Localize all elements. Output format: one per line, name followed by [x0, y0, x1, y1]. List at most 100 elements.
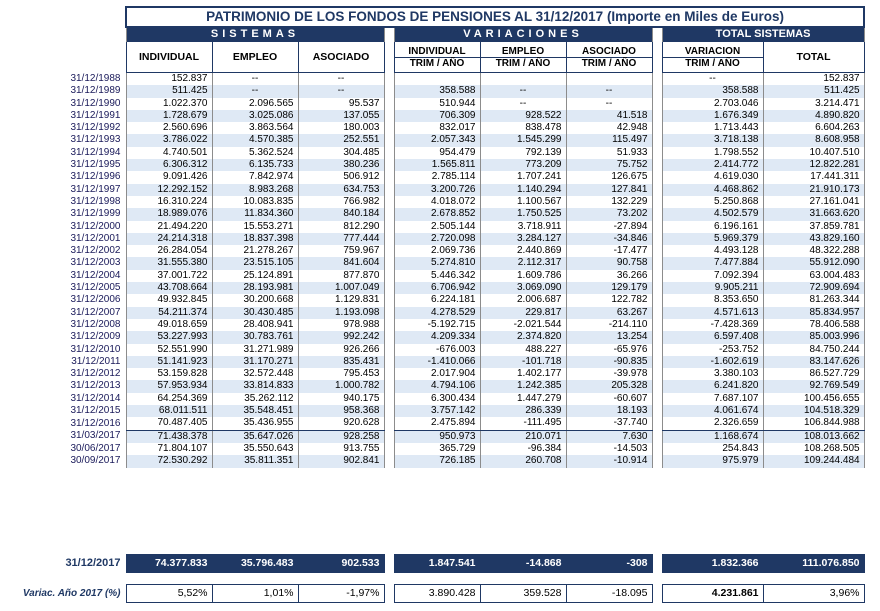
table-cell: 15.553.271	[211, 220, 299, 233]
table-cell: -90.835	[565, 355, 653, 369]
table-cell: 6.300.434	[393, 392, 481, 406]
row-date: 31/12/2010	[70, 343, 121, 355]
table-row: 31/12/2003 31.555.380 23.515.105 841.604 5.2…	[0, 257, 865, 270]
table-cell: --	[565, 97, 653, 110]
column-gap	[652, 184, 662, 196]
table-cell: -34.846	[565, 232, 653, 246]
table-row: 31/12/1994 4.740.501 5.362.524 304.485 954.4…	[0, 146, 865, 160]
table-cell: 1.129.831	[297, 294, 385, 307]
table-cell: 510.944	[393, 97, 481, 110]
table-cell: 229.817	[479, 306, 567, 319]
table-cell: -1.602.619	[661, 355, 764, 369]
table-cell: 30.200.668	[211, 294, 299, 307]
table-cell: 992.242	[297, 331, 385, 344]
final-row-table: 31/12/2017 74.377.833 35.796.483 902.533 1.8…	[0, 554, 865, 573]
table-cell: 129.179	[565, 282, 653, 295]
table-cell: 928.522	[479, 109, 567, 123]
table-cell: 832.017	[393, 122, 481, 135]
table-cell: 86.527.729	[762, 368, 865, 381]
table-cell: --	[479, 85, 567, 98]
row-date: 31/12/1990	[70, 97, 121, 109]
table-row: 31/12/1995 6.306.312 6.135.733 380.236 1.565…	[0, 159, 865, 172]
table-row: 31/12/1997 12.292.152 8.983.268 634.753 3.20…	[0, 183, 865, 196]
row-date: 31/12/1998	[70, 195, 121, 207]
table-cell: 766.982	[297, 195, 385, 209]
table-cell: -676.003	[393, 343, 481, 356]
table-cell: 30.430.485	[211, 306, 299, 319]
table-cell: 359.528	[479, 584, 567, 603]
table-cell: 35.811.351	[211, 455, 299, 468]
row-date: 31/12/2012	[70, 368, 121, 380]
table-cell: -308	[565, 554, 653, 573]
table-cell: 68.011.511	[125, 405, 213, 418]
table-cell: 902.841	[297, 455, 385, 468]
table-cell: 4.890.820	[762, 109, 865, 123]
table-row: 31/12/1992 2.560.696 3.863.564 180.003 832.0…	[0, 122, 865, 135]
table-cell: 4.493.128	[661, 245, 764, 258]
table-cell: 33.814.833	[211, 380, 299, 393]
table-cell: 41.518	[565, 109, 653, 123]
table-row: 31/12/1999 18.989.076 11.834.360 840.184 2.6…	[0, 208, 865, 221]
column-gap	[652, 233, 662, 245]
table-cell: 1.707.241	[479, 171, 567, 184]
table-row: 31/12/2012 53.159.828 32.572.448 795.453 2.0…	[0, 368, 865, 381]
table-cell: 1,01%	[211, 584, 299, 603]
table-cell: 841.604	[297, 257, 385, 270]
table-row: 31/12/1989 511.425 -- -- 358.588 -- -- 358.588 5…	[0, 85, 865, 98]
table-cell: 3.200.726	[393, 183, 481, 196]
table-cell: 81.263.344	[762, 294, 865, 307]
table-cell: 3.284.127	[479, 232, 567, 246]
table-cell: --	[565, 85, 653, 98]
table-cell: 954.479	[393, 146, 481, 160]
table-cell: 7.687.107	[661, 392, 764, 406]
table-cell: 1.750.525	[479, 208, 567, 221]
column-gap	[384, 122, 394, 134]
table-row: 31/12/2002 26.284.054 21.278.267 759.967 2.0…	[0, 245, 865, 258]
column-gap	[384, 294, 394, 306]
row-date: 31/12/1993	[70, 134, 121, 146]
table-cell: 3.025.086	[211, 109, 299, 123]
table-cell: 73.202	[565, 208, 653, 221]
table-cell: -7.428.369	[661, 318, 764, 332]
table-cell: -65.976	[565, 343, 653, 356]
table-cell: -60.607	[565, 392, 653, 406]
column-gap	[652, 147, 662, 159]
table-title: PATRIMONIO DE LOS FONDOS DE PENSIONES AL…	[124, 6, 866, 28]
table-cell: 4.061.674	[661, 405, 764, 418]
table-cell: 2.678.852	[393, 208, 481, 221]
row-date: 31/12/1994	[70, 146, 121, 158]
table-cell: 16.310.224	[125, 195, 213, 209]
row-date: 31/12/2009	[70, 331, 121, 343]
table-cell: 1.000.782	[297, 380, 385, 393]
row-date: 31/12/1991	[70, 109, 121, 121]
table-cell: 71.438.378	[125, 430, 213, 443]
table-cell: 940.175	[297, 392, 385, 406]
row-date: 31/12/2002	[70, 245, 121, 257]
table-cell	[565, 72, 653, 86]
table-cell: 1.609.786	[479, 269, 567, 283]
table-cell: 21.910.173	[762, 183, 865, 196]
column-gap	[652, 356, 662, 368]
table-cell: 877.870	[297, 269, 385, 283]
table-cell: 74.377.833	[125, 554, 213, 573]
section-total-sistemas: TOTAL SISTEMAS	[661, 27, 865, 42]
table-cell: 152.837	[762, 72, 865, 86]
column-gap	[652, 171, 662, 183]
table-cell: 4.740.501	[125, 146, 213, 160]
column-gap	[652, 110, 662, 122]
header-var-empleo: EMPLEO TRIM / AÑO	[479, 41, 567, 73]
table-cell: 4.209.334	[393, 331, 481, 344]
row-date: 31/12/2005	[70, 282, 121, 294]
table-cell: 31.555.380	[125, 257, 213, 270]
table-cell: 488.227	[479, 343, 567, 356]
table-cell: 2.475.894	[393, 417, 481, 431]
table-cell: 122.782	[565, 294, 653, 307]
variation-row-table: Variac. Año 2017 (%) 5,52% 1,01% -1,97% 3.89…	[0, 584, 865, 603]
column-gap	[652, 221, 662, 233]
table-cell: 85.834.957	[762, 306, 865, 319]
table-cell: -14.868	[479, 554, 567, 573]
table-cell: 92.769.549	[762, 380, 865, 393]
row-date: 31/12/2011	[71, 355, 121, 367]
table-cell: 4.018.072	[393, 195, 481, 209]
